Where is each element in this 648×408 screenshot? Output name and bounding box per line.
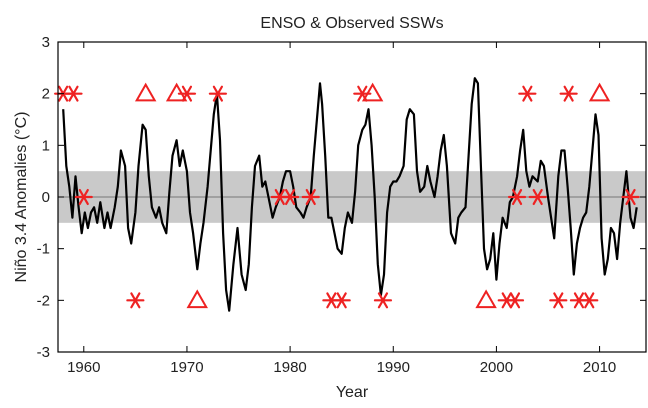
y-tick-label: 2 <box>42 86 50 103</box>
ssw-triangle-marker <box>134 82 157 102</box>
ssw-asterisk-marker <box>621 188 640 206</box>
ssw-asterisk-marker <box>208 85 227 102</box>
ssw-asterisk-marker-stroke <box>357 85 368 102</box>
ssw-asterisk-marker-stroke <box>326 292 337 309</box>
ssw-asterisk-marker <box>507 188 527 206</box>
ssw-asterisk-marker-stroke <box>377 292 389 309</box>
nino34-series-line <box>62 77 638 312</box>
ssw-asterisk-marker <box>528 188 547 206</box>
ssw-asterisk-marker-stroke <box>553 292 564 309</box>
ssw-asterisk-marker <box>301 188 320 206</box>
x-tick-label: 1960 <box>67 359 100 376</box>
ssw-asterisk-marker <box>505 292 525 309</box>
ssw-asterisk-marker <box>74 188 93 206</box>
ssw-asterisk-marker-stroke <box>509 292 521 309</box>
y-tick-label: -3 <box>37 344 50 361</box>
y-tick-label: 1 <box>42 137 50 154</box>
y-tick-label: 0 <box>42 189 50 206</box>
ssw-asterisk-marker <box>126 292 145 309</box>
ssw-asterisk-marker-stroke <box>305 188 316 206</box>
ssw-asterisk-marker-stroke <box>285 188 296 206</box>
ssw-triangle-marker <box>475 289 497 309</box>
ssw-asterisk-marker <box>281 188 300 206</box>
ssw-asterisk-marker-stroke <box>212 85 223 102</box>
ssw-asterisk-marker <box>559 85 578 102</box>
ssw-triangle-marker <box>361 82 384 102</box>
x-tick-label: 1990 <box>377 359 410 376</box>
ssw-asterisk-marker-stroke <box>563 85 574 102</box>
ssw-asterisk-marker-stroke <box>522 85 533 102</box>
y-tick-label: 3 <box>42 34 50 51</box>
ssw-triangle-marker <box>186 289 208 309</box>
x-tick-label: 1980 <box>273 359 306 376</box>
x-tick-label: 2000 <box>480 359 513 376</box>
y-tick-label: -2 <box>37 292 50 309</box>
ssw-asterisk-marker <box>580 292 599 309</box>
ssw-asterisk-marker-stroke <box>511 188 523 206</box>
ssw-triangle-marker <box>588 82 611 102</box>
ssw-asterisk-marker <box>518 85 537 102</box>
line-layer <box>62 77 638 312</box>
ssw-asterisk-marker-stroke <box>336 292 347 309</box>
ssw-asterisk-marker <box>332 292 351 309</box>
ssw-asterisk-marker-stroke <box>532 188 543 206</box>
ssw-asterisk-marker-stroke <box>130 292 141 309</box>
ssw-asterisk-marker-stroke <box>573 292 585 309</box>
ssw-asterisk-marker <box>549 292 568 309</box>
y-axis: -3 -2 -1 0 1 2 3 <box>37 34 646 361</box>
ssw-asterisk-marker-stroke <box>68 85 79 102</box>
y-axis-title: Niño 3.4 Anomalies (°C) <box>13 112 30 283</box>
ssw-asterisk-marker-stroke <box>584 292 595 309</box>
x-axis: 1960 1970 1980 1990 2000 2010 <box>67 42 616 376</box>
ssw-asterisk-marker-stroke <box>625 188 636 206</box>
y-tick-label: -1 <box>37 241 50 258</box>
x-axis-title: Year <box>336 384 369 401</box>
x-tick-label: 2010 <box>583 359 616 376</box>
chart-title: ENSO & Observed SSWs <box>260 15 443 32</box>
ssw-asterisk-marker-stroke <box>274 188 285 206</box>
ssw-asterisk-marker <box>373 292 393 309</box>
ssw-asterisk-marker-stroke <box>78 188 89 206</box>
x-tick-label: 1970 <box>170 359 203 376</box>
ssw-triangle-marker <box>165 82 188 102</box>
ssw-asterisk-marker <box>64 85 83 102</box>
